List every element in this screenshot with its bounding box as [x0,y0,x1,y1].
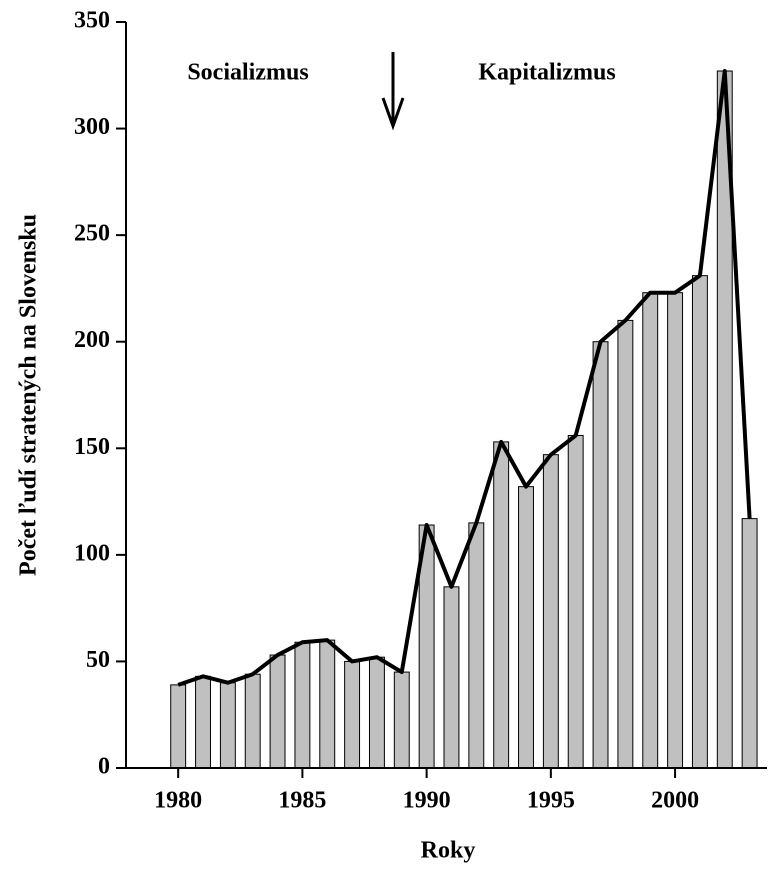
y-tick-label: 0 [98,754,110,780]
y-tick-label: 50 [86,647,110,673]
y-tick-label: 100 [74,540,110,566]
annotation: Socializmus [187,60,308,86]
y-axis-label: Počet ľudí stratených na Slovensku [16,214,42,576]
y-tick-label: 350 [74,8,110,34]
bar [592,341,609,769]
x-tick-label: 1985 [278,788,326,814]
x-tick-label: 2000 [651,788,699,814]
x-tick-label: 1980 [154,788,202,814]
bar [170,684,187,769]
bar [518,486,534,769]
bar [393,671,410,769]
bar [244,673,261,769]
bar [468,522,485,769]
x-axis-label: Roky [421,838,476,864]
bar [542,454,559,769]
annotation: Kapitalizmus [478,60,615,86]
bar [741,518,758,769]
x-tick-label: 1990 [403,788,451,814]
bar [493,441,510,769]
bar [667,292,684,769]
y-tick-label: 150 [74,434,110,460]
bar [567,434,584,769]
arrow [381,52,405,131]
y-tick-label: 200 [74,327,110,353]
x-tick-label: 1995 [527,788,575,814]
bar [319,639,336,769]
bar [691,275,708,769]
bar [642,292,659,769]
bar [344,660,361,769]
y-tick-label: 250 [74,221,110,247]
bar [368,656,385,769]
bar [195,675,211,769]
bar [219,682,236,769]
bar [443,586,460,769]
line [177,69,752,687]
bar [294,641,311,769]
bar [269,654,286,769]
bar [617,319,634,769]
y-tick-label: 300 [74,114,110,140]
